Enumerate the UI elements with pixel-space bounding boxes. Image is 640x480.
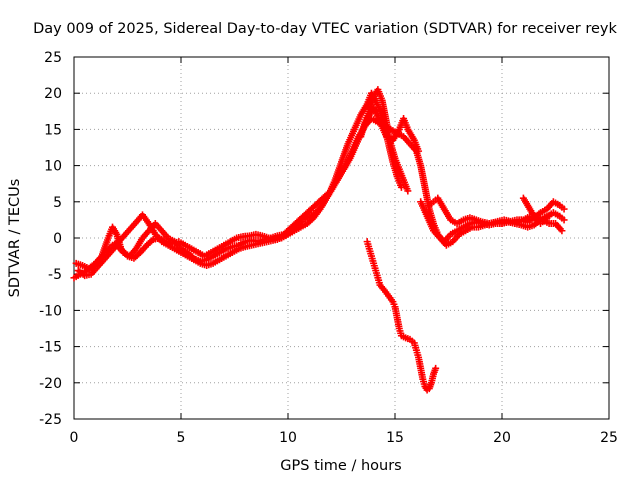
y-tick-label: -5: [48, 267, 62, 283]
y-tick-label: 5: [53, 195, 62, 211]
series-arc-8: [363, 238, 440, 394]
x-tick-label: 10: [279, 430, 297, 446]
x-tick-label: 15: [386, 430, 404, 446]
data-point: [404, 187, 412, 195]
y-tick-label: 20: [44, 86, 62, 102]
y-tick-label: 10: [44, 159, 62, 175]
data-point: [432, 364, 440, 372]
x-tick-label: 5: [177, 430, 186, 446]
data-point: [415, 147, 423, 155]
x-tick-label: 20: [493, 430, 511, 446]
chart-title: Day 009 of 2025, Sidereal Day-to-day VTE…: [33, 21, 617, 37]
y-tick-label: 25: [44, 50, 62, 66]
grid: [74, 57, 609, 419]
y-tick-label: 0: [53, 231, 62, 247]
x-axis-title: GPS time / hours: [280, 458, 401, 474]
data-point: [560, 205, 568, 213]
y-tick-label: -20: [39, 376, 62, 392]
y-tick-labels: -25 -20 -15 -10 -5 0 5 10 15 20 25: [39, 50, 62, 428]
y-tick-label: -10: [39, 303, 62, 319]
data-points: [70, 86, 568, 394]
y-tick-label: -25: [39, 412, 62, 428]
series-arc-3: [74, 104, 423, 280]
y-axis-title: SDTVAR / TECUs: [7, 179, 23, 298]
y-tick-label: 15: [44, 122, 62, 138]
data-point: [558, 227, 566, 235]
series-arc-2: [72, 115, 568, 272]
x-tick-label: 0: [70, 430, 79, 446]
series-arc-4: [357, 86, 412, 195]
x-tick-label: 25: [600, 430, 618, 446]
data-point: [560, 216, 568, 224]
x-tick-labels: 0 5 10 15 20 25: [70, 430, 618, 446]
y-tick-label: -15: [39, 340, 62, 356]
series-arc-7: [519, 194, 553, 228]
data-point: [545, 212, 553, 220]
